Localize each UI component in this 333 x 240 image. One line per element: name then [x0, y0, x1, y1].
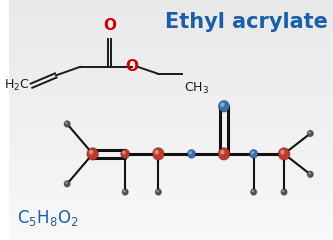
Circle shape: [122, 189, 128, 195]
Circle shape: [218, 148, 230, 160]
Circle shape: [250, 189, 257, 195]
Circle shape: [278, 148, 290, 160]
Circle shape: [249, 150, 258, 158]
Circle shape: [153, 148, 164, 160]
Circle shape: [65, 122, 68, 124]
Circle shape: [155, 189, 162, 195]
Circle shape: [89, 150, 93, 155]
Circle shape: [65, 182, 68, 184]
Circle shape: [220, 150, 224, 155]
Circle shape: [280, 150, 285, 155]
Circle shape: [220, 102, 224, 107]
Text: $\mathsf{CH_3}$: $\mathsf{CH_3}$: [184, 81, 209, 96]
Circle shape: [308, 131, 311, 134]
Text: O: O: [103, 18, 116, 33]
Circle shape: [87, 148, 99, 160]
Circle shape: [282, 190, 284, 192]
Text: O: O: [126, 59, 139, 74]
Circle shape: [251, 151, 254, 154]
Circle shape: [156, 190, 159, 192]
Circle shape: [307, 130, 313, 137]
Circle shape: [218, 101, 229, 112]
Circle shape: [281, 189, 287, 195]
Circle shape: [155, 150, 159, 155]
Circle shape: [189, 151, 192, 154]
Circle shape: [187, 150, 195, 158]
Circle shape: [121, 149, 130, 159]
Circle shape: [64, 121, 70, 127]
Circle shape: [308, 172, 311, 175]
Text: $\mathsf{H_2C}$: $\mathsf{H_2C}$: [4, 78, 30, 93]
Text: $\mathsf{C_5H_8O_2}$: $\mathsf{C_5H_8O_2}$: [17, 208, 79, 228]
Circle shape: [307, 171, 313, 178]
Circle shape: [252, 190, 254, 192]
Text: Ethyl acrylate: Ethyl acrylate: [165, 12, 328, 32]
Circle shape: [122, 151, 126, 154]
Circle shape: [123, 190, 126, 192]
Circle shape: [64, 180, 70, 187]
